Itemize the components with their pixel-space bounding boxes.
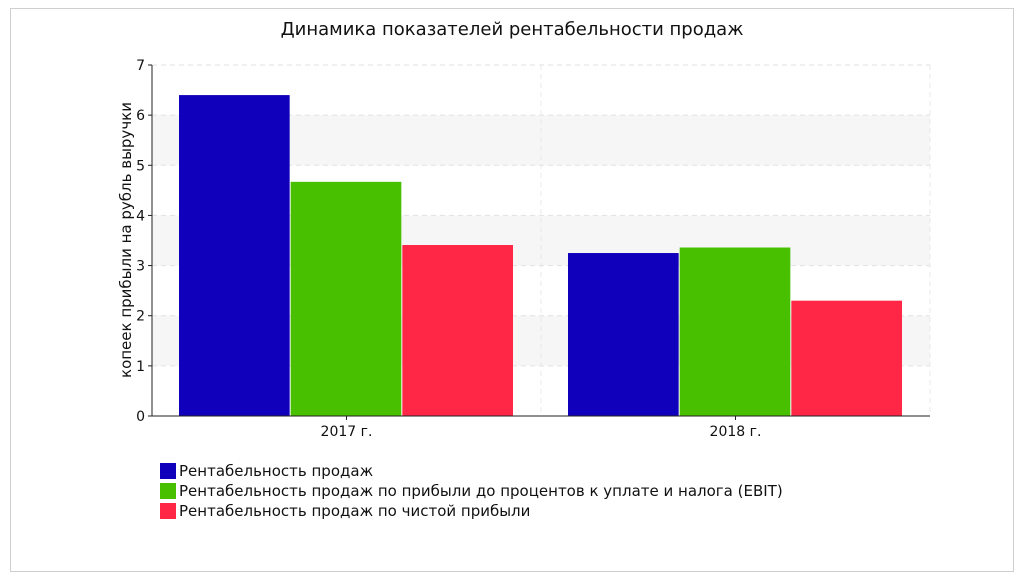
bar-2-2 — [679, 247, 791, 416]
x-tick-labels: 2017 г. 2018 г. — [321, 416, 762, 440]
y-tick-label: 6 — [136, 108, 145, 124]
bar-1-2 — [568, 253, 679, 416]
axes — [148, 64, 930, 417]
legend-swatch — [160, 503, 176, 519]
legend-label: Рентабельность продаж по чистой прибыли — [179, 502, 531, 520]
legend-item-3: Рентабельность продаж по чистой прибыли — [160, 501, 783, 521]
y-tick-label: 0 — [136, 409, 145, 425]
y-tick-label: 2 — [136, 309, 145, 325]
bar-2-1 — [290, 181, 402, 416]
x-tick-label: 2018 г. — [710, 424, 762, 440]
y-tick-label: 1 — [136, 359, 145, 375]
legend-item-2: Рентабельность продаж по прибыли до проц… — [160, 481, 783, 501]
legend-item-1: Рентабельность продаж — [160, 461, 783, 481]
legend: Рентабельность продаж Рентабельность прод… — [160, 461, 783, 521]
bar-1-1 — [179, 95, 290, 416]
bar-3-2 — [791, 300, 902, 416]
y-tick-label: 5 — [136, 158, 145, 174]
legend-label: Рентабельность продаж по прибыли до проц… — [179, 482, 783, 500]
y-tick-labels: 0 1 2 3 4 5 6 7 — [136, 58, 145, 425]
y-axis-label: копеек прибыли на рубль выручки — [117, 102, 135, 378]
y-tick-label: 3 — [136, 259, 145, 275]
y-tick-label: 4 — [136, 208, 145, 224]
bars — [179, 95, 902, 416]
legend-label: Рентабельность продаж — [179, 462, 374, 480]
y-tick-label: 7 — [136, 58, 145, 74]
legend-swatch — [160, 463, 176, 479]
x-tick-label: 2017 г. — [321, 424, 373, 440]
chart-title: Динамика показателей рентабельности прод… — [280, 19, 744, 40]
bar-3-1 — [402, 245, 513, 416]
legend-swatch — [160, 483, 176, 499]
